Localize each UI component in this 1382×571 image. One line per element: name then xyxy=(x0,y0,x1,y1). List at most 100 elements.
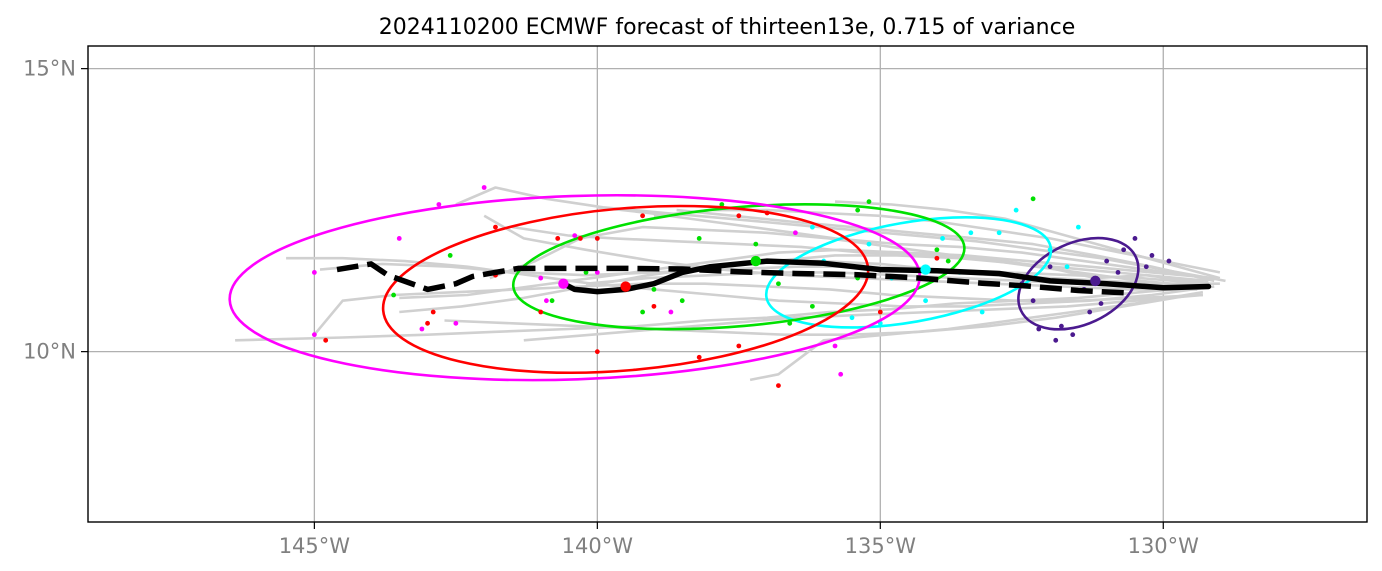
member-position-t2 xyxy=(1064,264,1070,270)
ensemble-member-track xyxy=(523,293,1204,342)
member-position-t4 xyxy=(323,337,329,343)
ensemble-member-track xyxy=(319,262,1209,285)
member-position-t5 xyxy=(453,320,459,326)
ensemble-member-track xyxy=(286,256,1215,308)
member-position-t1 xyxy=(1143,264,1149,270)
x-tick-label: 145°W xyxy=(279,534,351,558)
member-position-t4 xyxy=(651,303,657,309)
member-position-t5 xyxy=(832,343,838,349)
member-position-t2 xyxy=(979,309,985,315)
member-position-t3 xyxy=(583,269,589,275)
mean-position-t5 xyxy=(558,278,569,289)
member-position-t4 xyxy=(696,354,702,360)
plot-frame xyxy=(87,45,1368,523)
member-position-t2 xyxy=(1075,224,1081,230)
uncertainty-ellipse-t1 xyxy=(1017,236,1140,331)
member-position-t1 xyxy=(1036,326,1042,332)
member-position-t2 xyxy=(866,241,872,247)
member-position-t2 xyxy=(1047,247,1053,253)
mean-forecast-track xyxy=(560,258,1212,295)
member-position-t5 xyxy=(793,230,798,236)
member-position-t5 xyxy=(572,233,578,239)
member-position-t3 xyxy=(640,309,646,315)
y-tick-label: 15°N xyxy=(23,57,76,81)
ensemble-member-track xyxy=(313,282,1203,336)
member-position-t3 xyxy=(753,241,759,247)
member-position-t3 xyxy=(447,253,453,258)
member-position-t1 xyxy=(1070,332,1076,338)
ensemble-member-track xyxy=(444,293,1192,337)
mean-position-t2 xyxy=(920,264,931,275)
member-position-t2 xyxy=(849,315,855,321)
member-position-t2 xyxy=(940,236,945,241)
member-position-t4 xyxy=(764,210,770,216)
member-position-t3 xyxy=(934,247,940,253)
member-position-t2 xyxy=(968,230,974,236)
member-position-t2 xyxy=(923,298,928,304)
member-position-t2 xyxy=(996,230,1002,236)
member-position-t1 xyxy=(1087,309,1093,315)
member-position-t5 xyxy=(538,275,544,281)
chart-title: 2024110200 ECMWF forecast of thirteen13e… xyxy=(379,15,1076,40)
x-tick-label: 140°W xyxy=(562,534,634,558)
dashed-forecast-track xyxy=(336,261,1124,296)
member-position-t4 xyxy=(594,236,600,241)
member-position-t1 xyxy=(1047,264,1053,270)
member-position-t3 xyxy=(855,207,861,213)
member-position-t5 xyxy=(668,309,674,315)
mean-position-t1 xyxy=(1090,275,1101,287)
mean-position-t4 xyxy=(620,281,631,292)
member-position-t3 xyxy=(787,320,793,326)
x-tick-label: 135°W xyxy=(845,534,917,558)
ensemble-member-track xyxy=(235,285,1209,342)
member-position-t5 xyxy=(311,269,317,275)
member-position-t1 xyxy=(1115,269,1121,275)
member-position-t1 xyxy=(1132,236,1138,241)
member-position-t1 xyxy=(1166,258,1172,264)
member-position-t4 xyxy=(776,383,781,388)
member-position-t4 xyxy=(877,309,883,315)
member-position-t1 xyxy=(1030,298,1036,304)
member-position-t3 xyxy=(1030,196,1036,202)
mean-position-t3 xyxy=(750,255,761,267)
axis-ticks: 145°W 140°W 135°W 130°W 15°N 10°N xyxy=(23,57,1199,558)
member-position-t5 xyxy=(419,326,425,332)
member-position-t3 xyxy=(651,286,657,292)
member-position-t3 xyxy=(776,281,781,287)
member-position-t4 xyxy=(577,236,583,241)
member-position-t3 xyxy=(945,258,951,264)
member-position-t5 xyxy=(594,269,600,275)
member-position-t3 xyxy=(696,236,702,241)
member-position-t1 xyxy=(1104,258,1110,264)
member-position-t2 xyxy=(809,224,815,230)
member-position-t4 xyxy=(736,343,742,349)
member-position-t4 xyxy=(430,309,436,315)
member-position-t1 xyxy=(1149,253,1155,258)
member-position-t5 xyxy=(436,202,442,207)
member-position-t4 xyxy=(425,320,430,326)
member-position-t3 xyxy=(679,298,685,304)
member-position-t5 xyxy=(396,236,402,241)
member-position-t5 xyxy=(838,371,844,377)
x-tick-label: 130°W xyxy=(1128,534,1200,558)
ensemble-member-track xyxy=(399,254,1209,314)
member-position-t4 xyxy=(594,349,600,355)
member-position-t1 xyxy=(1098,301,1104,306)
member-position-t4 xyxy=(493,224,498,230)
member-position-t1 xyxy=(1121,247,1127,253)
member-position-t2 xyxy=(1013,207,1019,213)
member-position-t4 xyxy=(555,236,561,241)
member-position-t5 xyxy=(311,332,317,338)
member-position-t4 xyxy=(934,255,940,261)
member-position-t3 xyxy=(549,298,555,304)
uncertainty-ellipse-t2 xyxy=(764,216,1053,329)
member-position-t3 xyxy=(391,292,397,298)
y-tick-label: 10°N xyxy=(23,340,76,364)
member-position-t5 xyxy=(481,185,487,190)
member-position-t4 xyxy=(640,213,646,219)
member-position-t4 xyxy=(538,309,544,315)
plot-area xyxy=(228,185,1226,388)
member-position-t3 xyxy=(719,202,725,207)
member-position-t4 xyxy=(736,213,742,219)
